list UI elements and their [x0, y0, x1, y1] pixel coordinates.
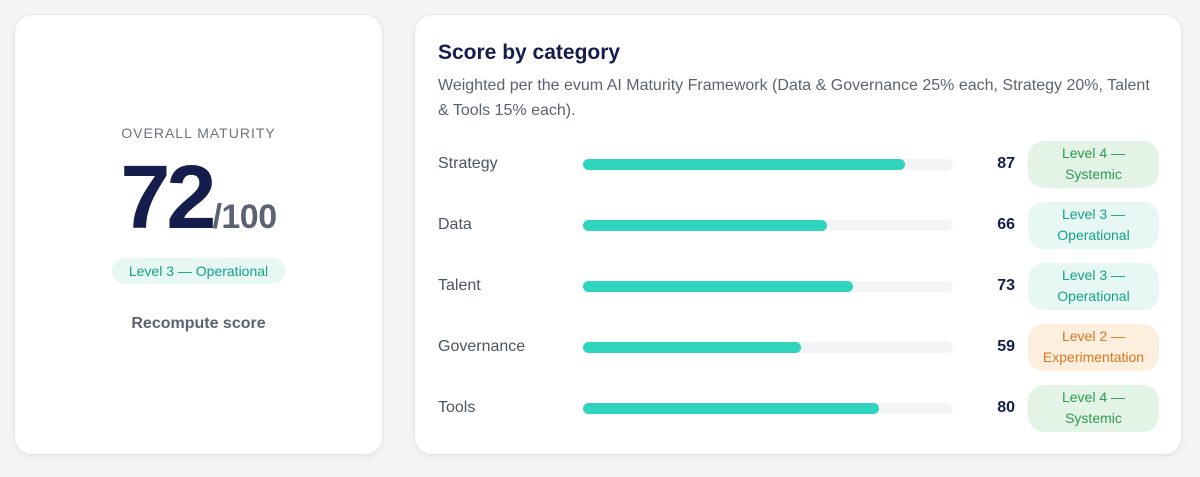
- category-name: Tools: [438, 399, 476, 416]
- category-score: 59: [997, 338, 1015, 355]
- category-level-badge: Level 3 — Operational: [1028, 202, 1159, 249]
- category-bar-track: [583, 342, 953, 353]
- level-badge-line1: Level 4 —: [1061, 389, 1126, 405]
- level-badge-line1: Level 3 —: [1061, 206, 1126, 222]
- level-badge-line1: Level 2 —: [1061, 328, 1126, 344]
- recompute-score-button[interactable]: Recompute score: [131, 315, 266, 332]
- category-bar-fill: [583, 220, 827, 231]
- category-name: Governance: [438, 338, 526, 355]
- category-name: Talent: [438, 277, 481, 294]
- category-score: 73: [997, 277, 1015, 294]
- category-level-badge: Level 4 — Systemic: [1028, 141, 1159, 188]
- category-bar-fill: [583, 281, 853, 292]
- category-name: Strategy: [438, 155, 498, 172]
- level-badge-line2: Systemic: [1065, 166, 1122, 182]
- overall-maturity-card: OVERALL MATURITY 72/100 Level 3 — Operat…: [14, 14, 383, 455]
- category-bar-fill: [583, 342, 801, 353]
- category-row-talent: Talent 73 Level 3 — Operational: [415, 263, 1181, 311]
- overall-level-badge: Level 3 — Operational: [112, 258, 285, 284]
- level-badge-line2: Experimentation: [1042, 349, 1145, 365]
- category-level-badge: Level 4 — Systemic: [1028, 385, 1159, 432]
- level-badge-line1: Level 3 —: [1061, 267, 1126, 283]
- category-title: Score by category: [438, 41, 621, 64]
- category-bar-track: [583, 403, 953, 414]
- overall-score-denominator: /100: [212, 198, 277, 236]
- overall-maturity-label: OVERALL MATURITY: [121, 125, 276, 141]
- category-bar-track: [583, 281, 953, 292]
- category-score: 80: [997, 399, 1015, 416]
- category-row-data: Data 66 Level 3 — Operational: [415, 202, 1181, 250]
- category-score: 66: [997, 216, 1015, 233]
- category-bar-track: [583, 159, 953, 170]
- overall-score-value: 72: [120, 148, 216, 248]
- category-score: 87: [997, 155, 1015, 172]
- category-bar-fill: [583, 403, 879, 414]
- category-bar-fill: [583, 159, 905, 170]
- category-row-tools: Tools 80 Level 4 — Systemic: [415, 385, 1181, 433]
- level-badge-line2: Operational: [1057, 288, 1130, 304]
- category-row-governance: Governance 59 Level 2 — Experimentation: [415, 324, 1181, 372]
- level-badge-line1: Level 4 —: [1061, 145, 1126, 161]
- category-name: Data: [438, 216, 472, 233]
- score-by-category-card: Score by category Weighted per the evum …: [414, 14, 1182, 455]
- level-badge-line2: Systemic: [1065, 410, 1122, 426]
- level-badge-line2: Operational: [1057, 227, 1130, 243]
- category-subtitle: Weighted per the evum AI Maturity Framew…: [438, 77, 1150, 119]
- category-bar-track: [583, 220, 953, 231]
- category-row-strategy: Strategy 87 Level 4 — Systemic: [415, 141, 1181, 189]
- category-level-badge: Level 3 — Operational: [1028, 263, 1159, 310]
- overall-score: 72/100: [15, 153, 382, 243]
- category-level-badge: Level 2 — Experimentation: [1028, 324, 1159, 371]
